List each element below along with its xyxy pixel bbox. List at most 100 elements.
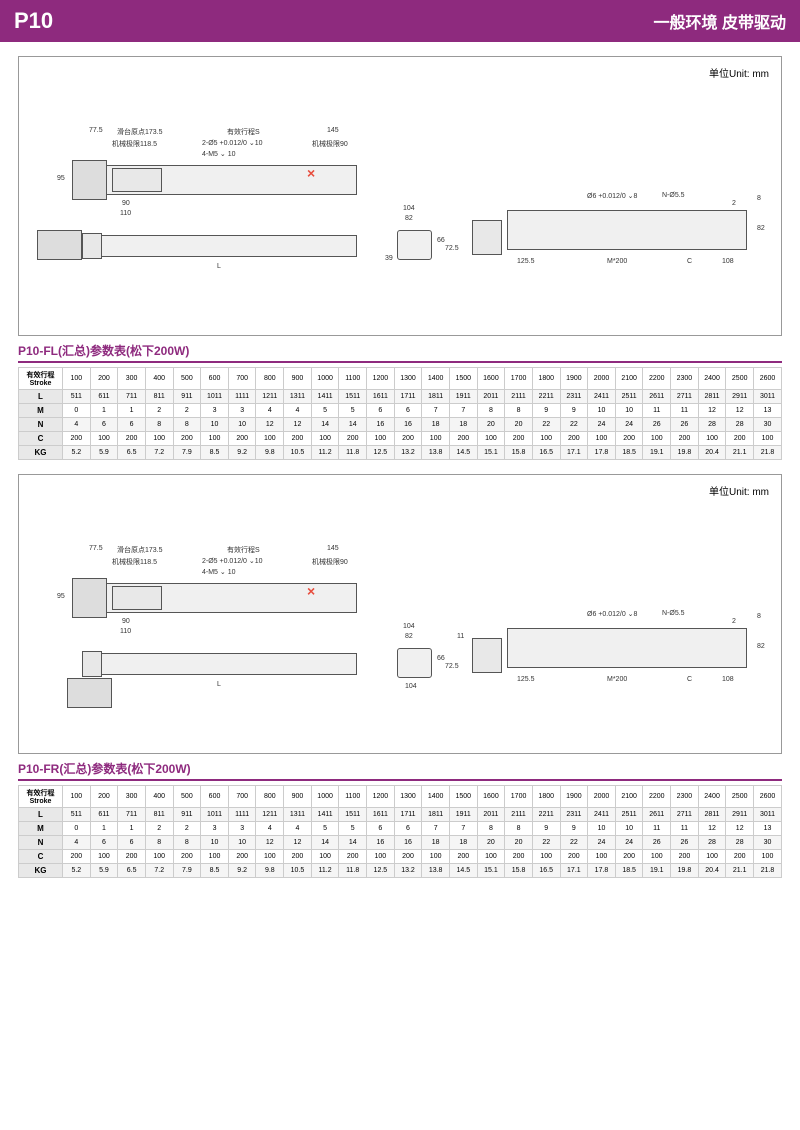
table-cell: 1011	[201, 390, 229, 404]
table-cell: 8	[145, 418, 173, 432]
table-cell: 4	[256, 404, 284, 418]
table-cell: 1	[90, 822, 118, 836]
stroke-header: 2100	[615, 368, 643, 390]
table-cell: 14	[339, 836, 367, 850]
table-cell: 2311	[560, 390, 588, 404]
table-cell: 100	[643, 432, 671, 446]
stroke-header: 1200	[367, 368, 395, 390]
table-cell: 6	[394, 404, 422, 418]
table-cell: 21.1	[726, 864, 754, 878]
table-cell: 10	[228, 418, 256, 432]
table-cell: 9.2	[228, 446, 256, 460]
table-cell: 3011	[754, 390, 782, 404]
table-cell: 6	[90, 836, 118, 850]
table-cell: 22	[560, 836, 588, 850]
stroke-header: 1000	[311, 368, 339, 390]
table-cell: 18	[422, 836, 450, 850]
stroke-header: 700	[228, 786, 256, 808]
stroke-header: 1000	[311, 786, 339, 808]
table-cell: 2211	[532, 390, 560, 404]
stroke-header: 2100	[615, 786, 643, 808]
table-cell: 2	[173, 404, 201, 418]
table-cell: 9	[560, 404, 588, 418]
stroke-header: 500	[173, 786, 201, 808]
table-cell: 100	[311, 432, 339, 446]
table-cell: 0	[63, 404, 91, 418]
table-cell: 200	[118, 432, 146, 446]
stroke-header: 2200	[643, 368, 671, 390]
table-cell: 7	[422, 822, 450, 836]
table-cell: 2411	[588, 808, 616, 822]
table-cell: 10	[588, 404, 616, 418]
table-cell: 8	[477, 404, 505, 418]
table-cell: 7.9	[173, 864, 201, 878]
table-cell: 7.2	[145, 864, 173, 878]
table-cell: 200	[671, 850, 699, 864]
stroke-header: 300	[118, 368, 146, 390]
stroke-header: 1100	[339, 786, 367, 808]
table-cell: 1211	[256, 390, 284, 404]
row-header: KG	[19, 864, 63, 878]
stroke-header: 2300	[671, 368, 699, 390]
stroke-header: 1900	[560, 786, 588, 808]
table-cell: 100	[422, 850, 450, 864]
table-cell: 100	[256, 850, 284, 864]
table-cell: 21.8	[754, 864, 782, 878]
table-cell: 200	[339, 432, 367, 446]
table-cell: 13.8	[422, 446, 450, 460]
table-cell: 200	[505, 850, 533, 864]
table-cell: 200	[118, 850, 146, 864]
table-cell: 100	[698, 432, 726, 446]
table-cell: 16	[367, 836, 395, 850]
table-cell: 18	[449, 418, 477, 432]
stroke-header: 1800	[532, 368, 560, 390]
table-cell: 2311	[560, 808, 588, 822]
stroke-header: 2400	[698, 368, 726, 390]
table-cell: 24	[588, 418, 616, 432]
table-cell: 2611	[643, 808, 671, 822]
table-cell: 24	[588, 836, 616, 850]
param-table-1: 有效行程Stroke100200300400500600700800900100…	[18, 367, 782, 460]
table-cell: 2911	[726, 808, 754, 822]
table-cell: 12.5	[367, 864, 395, 878]
table-cell: 2611	[643, 390, 671, 404]
table-cell: 2811	[698, 808, 726, 822]
page-header: P10 一般环境 皮带驱动	[0, 0, 800, 42]
table-cell: 1111	[228, 390, 256, 404]
table-cell: 16.5	[532, 864, 560, 878]
table-cell: 1711	[394, 390, 422, 404]
table-cell: 7	[422, 404, 450, 418]
table-cell: 2511	[615, 390, 643, 404]
table-cell: 100	[422, 432, 450, 446]
table-cell: 6.5	[118, 864, 146, 878]
table-cell: 7	[449, 404, 477, 418]
table-cell: 8.5	[201, 864, 229, 878]
table-cell: 13	[754, 822, 782, 836]
table-cell: 9	[532, 404, 560, 418]
table-cell: 20	[505, 418, 533, 432]
table-cell: 611	[90, 390, 118, 404]
table-cell: 511	[63, 390, 91, 404]
table-cell: 10	[228, 836, 256, 850]
row-header: C	[19, 850, 63, 864]
table-cell: 22	[532, 418, 560, 432]
table-cell: 711	[118, 390, 146, 404]
table-cell: 8	[477, 822, 505, 836]
table-cell: 16.5	[532, 446, 560, 460]
table-cell: 21.1	[726, 446, 754, 460]
table-cell: 100	[90, 850, 118, 864]
table-cell: 6.5	[118, 446, 146, 460]
table-cell: 100	[477, 432, 505, 446]
table-cell: 28	[698, 836, 726, 850]
table-cell: 19.1	[643, 864, 671, 878]
stroke-label: 有效行程Stroke	[19, 786, 63, 808]
table-cell: 8	[145, 836, 173, 850]
stroke-header: 1900	[560, 368, 588, 390]
table-cell: 1811	[422, 390, 450, 404]
table-cell: 3	[201, 822, 229, 836]
table-cell: 14	[311, 418, 339, 432]
table-cell: 10	[615, 822, 643, 836]
table-cell: 5.9	[90, 446, 118, 460]
row-header: N	[19, 418, 63, 432]
table-cell: 2	[173, 822, 201, 836]
